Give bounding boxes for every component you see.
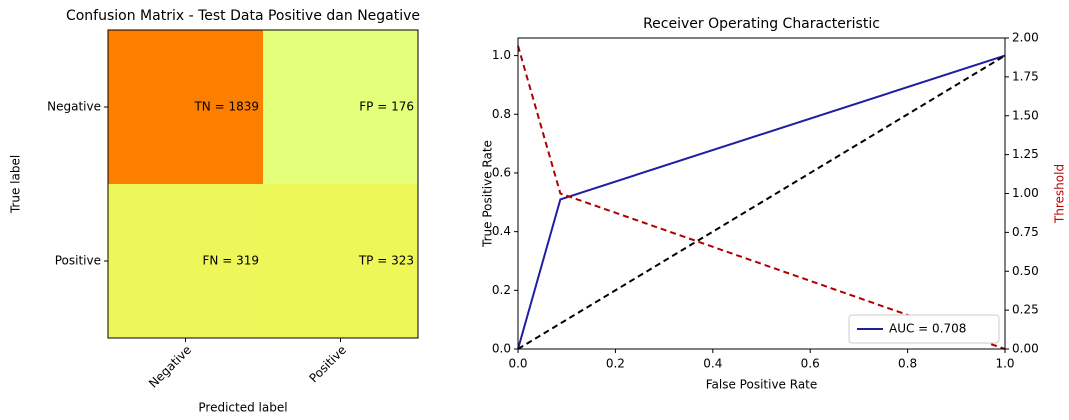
cell-label: FN = 319	[203, 254, 259, 268]
line-series	[517, 45, 1006, 350]
cell-label: FP = 176	[359, 100, 414, 114]
x-tick-label: 0.4	[703, 357, 722, 371]
y-tick-label: 0.0	[492, 342, 511, 356]
heatmap-cell	[263, 30, 418, 184]
x-tick-label: 1.0	[995, 357, 1014, 371]
x-tick-label: Positive	[306, 343, 349, 386]
y2-axis-label: Threshold	[1053, 164, 1067, 224]
line-series	[517, 54, 1006, 350]
legend-box	[848, 314, 1000, 344]
y-tick-label: Positive	[55, 254, 101, 268]
y-axis-label: True Positive Rate	[481, 140, 495, 248]
cell-label: TN = 1839	[193, 100, 259, 114]
y2-tick-label: 2.00	[1012, 31, 1039, 45]
heatmap-cell	[263, 184, 418, 338]
y2-tick-label: 1.25	[1012, 147, 1039, 161]
chart-title: Confusion Matrix - Test Data Positive da…	[66, 8, 420, 24]
y2-tick-label: 0.00	[1012, 342, 1039, 356]
x-tick-label: 0.6	[801, 357, 820, 371]
cell-label: TP = 323	[358, 254, 414, 268]
x-tick-label: 0.2	[606, 357, 625, 371]
y2-tick-label: 1.75	[1012, 69, 1039, 83]
y2-tick-label: 0.50	[1012, 264, 1039, 278]
x-tick-label: 0.0	[508, 357, 527, 371]
x-axis-label: False Positive Rate	[706, 378, 818, 392]
y-tick-label: 1.0	[492, 48, 511, 62]
x-tick-label: Negative	[146, 343, 194, 391]
y-tick-label: 0.8	[492, 107, 511, 121]
y2-tick-label: 0.25	[1012, 303, 1039, 317]
y-tick-label: 0.2	[492, 283, 511, 297]
heatmap-cell	[108, 184, 263, 338]
y2-tick-label: 0.75	[1012, 225, 1039, 239]
y-tick-label: 0.4	[492, 224, 511, 238]
heatmap-cell	[108, 30, 263, 184]
line-series	[517, 54, 1006, 350]
y-tick-label: 0.6	[492, 165, 511, 179]
y2-tick-label: 1.50	[1012, 108, 1039, 122]
x-tick-label: 0.8	[898, 357, 917, 371]
y2-tick-label: 1.00	[1012, 186, 1039, 200]
y-tick-label: Negative	[47, 100, 101, 114]
chart-title: Receiver Operating Characteristic	[643, 16, 880, 32]
axes-frame	[107, 29, 419, 339]
legend-label: AUC = 0.708	[889, 322, 966, 336]
x-axis-label: Predicted label	[198, 401, 287, 415]
axes-frame	[517, 37, 1006, 350]
y-axis-label: True label	[9, 155, 23, 214]
